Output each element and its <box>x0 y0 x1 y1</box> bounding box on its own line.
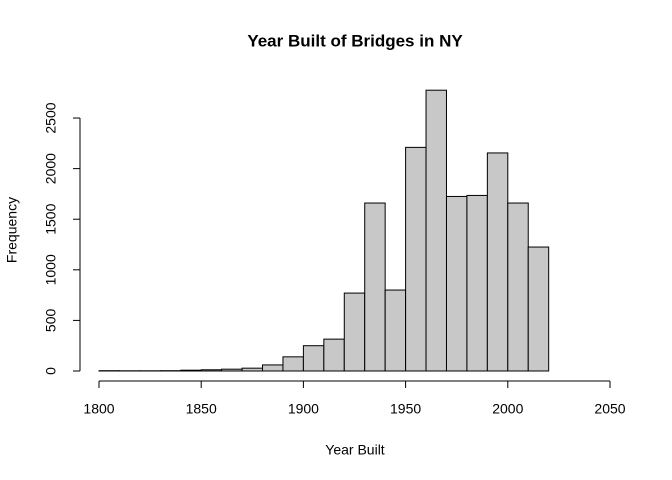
bar <box>241 367 264 372</box>
bar <box>507 202 529 372</box>
y-tick-label: 2000 <box>43 153 59 184</box>
y-tick-label: 2500 <box>43 102 59 133</box>
y-tick-label: 1500 <box>43 203 59 234</box>
chart-title: Year Built of Bridges in NY <box>247 31 463 50</box>
bar <box>405 146 427 372</box>
x-tick-label: 2000 <box>492 401 523 417</box>
y-tick-label: 1000 <box>43 254 59 285</box>
bar <box>486 152 509 372</box>
x-tick-label: 1950 <box>390 401 421 417</box>
y-axis-label: Frequency <box>4 197 20 263</box>
x-tick-label: 1900 <box>288 401 319 417</box>
x-axis-label: Year Built <box>325 442 385 458</box>
y-tick-label: 0 <box>43 367 59 375</box>
bar <box>466 194 488 372</box>
x-tick-label: 2050 <box>594 401 625 417</box>
bar <box>180 369 202 372</box>
bar <box>221 368 243 372</box>
bar <box>364 202 386 372</box>
y-tick-label: 500 <box>43 309 59 333</box>
bar <box>445 195 468 372</box>
x-tick-label: 1850 <box>186 401 217 417</box>
bar <box>200 369 223 372</box>
bar <box>302 345 325 372</box>
bar <box>282 356 304 372</box>
bar <box>343 292 366 372</box>
bar <box>384 289 407 372</box>
x-tick-label: 1800 <box>83 401 114 417</box>
bar <box>323 338 345 372</box>
bar <box>425 89 447 372</box>
bar <box>527 246 550 372</box>
bar <box>262 364 284 372</box>
